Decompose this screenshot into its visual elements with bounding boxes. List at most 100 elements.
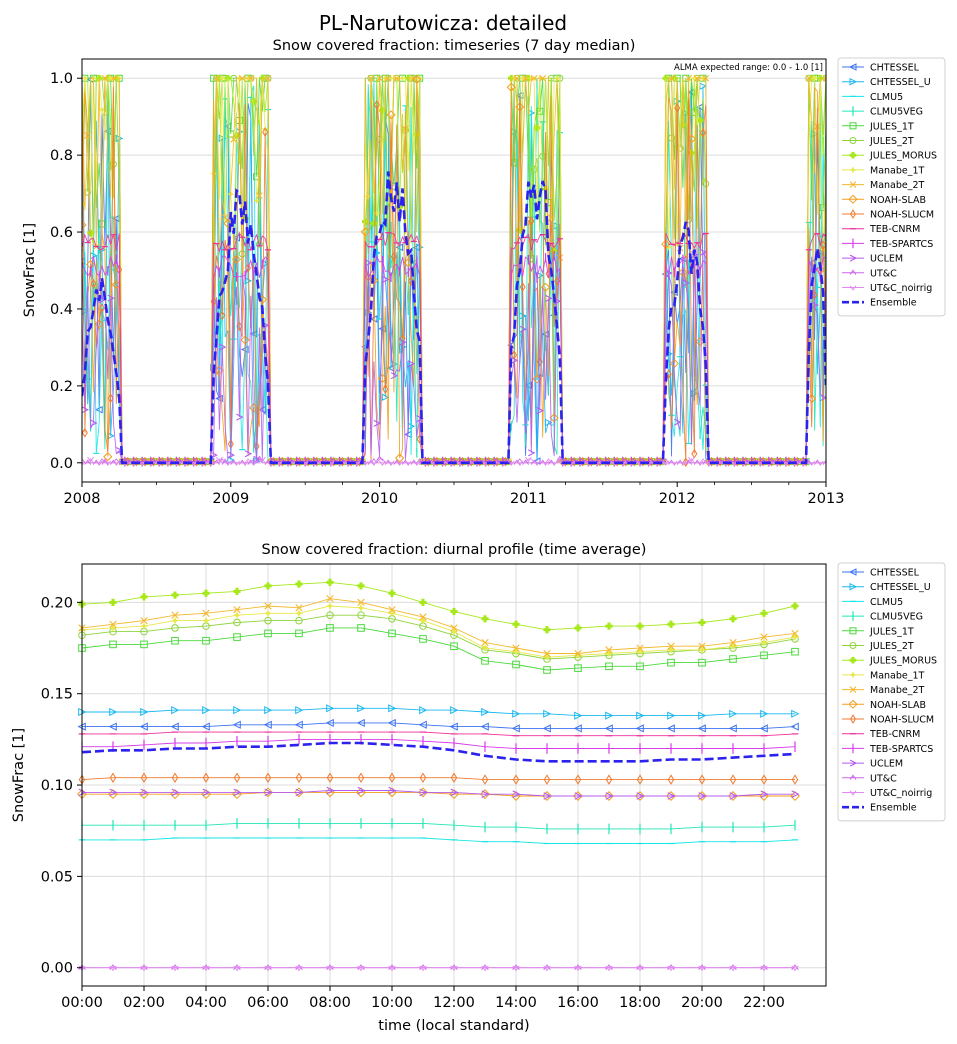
data-point <box>82 406 90 414</box>
data-point <box>140 593 148 601</box>
data-point <box>636 622 644 630</box>
data-point <box>264 965 272 972</box>
data-point <box>729 642 737 651</box>
data-point <box>412 74 422 85</box>
data-point <box>294 720 303 729</box>
data-point <box>238 74 246 82</box>
timeseries-legend: CHTESSEL CHTESSEL_U CLMU5 CLMU5VEG JULES_1T J… <box>837 57 946 317</box>
data-point <box>698 645 706 654</box>
data-point <box>364 308 373 317</box>
data-point <box>419 788 428 797</box>
data-point <box>98 106 106 114</box>
data-point <box>171 624 179 632</box>
data-point <box>698 711 707 720</box>
data-point <box>218 74 226 82</box>
data-point <box>232 720 241 729</box>
data-point <box>666 724 675 733</box>
data-point <box>264 629 272 638</box>
data-point <box>760 633 768 641</box>
data-point <box>698 774 706 785</box>
legend-item-clmu5: CLMU5 <box>842 92 903 103</box>
data-point <box>264 74 272 82</box>
legend-label: CLMU5VEG <box>870 107 923 118</box>
legend-marker <box>849 671 857 679</box>
legend-label: Manabe_2T <box>870 685 925 696</box>
data-point <box>326 964 334 971</box>
series-line-uclem <box>82 790 795 797</box>
data-point <box>202 589 210 597</box>
data-point <box>791 964 799 971</box>
diurnal-title: Snow covered fraction: diurnal profile (… <box>262 542 647 558</box>
data-point <box>605 792 614 800</box>
data-point <box>295 604 303 612</box>
data-point <box>662 460 670 467</box>
legend-item-ensemble: Ensemble <box>842 298 917 309</box>
data-point <box>393 74 401 82</box>
data-point <box>419 964 427 971</box>
data-point <box>382 275 390 283</box>
x-tick-label: 02:00 <box>123 995 165 1011</box>
data-point <box>395 453 405 463</box>
data-point <box>690 389 699 398</box>
data-point <box>263 720 272 729</box>
data-point <box>516 460 524 467</box>
data-point <box>233 965 241 972</box>
data-point <box>379 107 386 114</box>
data-point <box>370 220 378 227</box>
data-point <box>357 603 365 612</box>
diurnal-legend: CHTESSEL CHTESSEL_U CLMU5 CLMU5VEG JULES_1T J… <box>837 562 946 822</box>
series-line-ensemble <box>82 171 826 465</box>
data-point <box>636 965 644 972</box>
data-point <box>326 772 334 783</box>
data-point <box>326 578 334 586</box>
data-point <box>326 624 334 632</box>
legend-label: TEB-SPARTCS <box>869 744 933 755</box>
legend-item-teb-cnrm: TEB-CNRM <box>842 224 920 235</box>
data-point <box>556 455 564 462</box>
data-point <box>528 216 535 226</box>
data-point <box>819 394 826 402</box>
data-point <box>213 74 220 82</box>
data-point <box>542 460 549 467</box>
data-point <box>543 964 551 971</box>
data-point <box>419 965 427 972</box>
data-point <box>543 653 551 662</box>
data-point <box>202 965 210 972</box>
legend-label: Manabe_2T <box>870 180 925 191</box>
data-point <box>376 455 384 462</box>
data-point <box>542 791 552 802</box>
data-point <box>791 647 799 656</box>
data-point <box>549 413 559 423</box>
data-point <box>481 657 489 665</box>
data-point <box>104 460 112 467</box>
data-point <box>360 227 370 237</box>
data-point <box>357 704 366 713</box>
legend-label: Ensemble <box>870 298 917 309</box>
data-point <box>386 110 396 120</box>
data-point <box>202 706 211 715</box>
legend-item-manabe-2t: Manabe_2T <box>842 685 925 696</box>
data-point <box>357 624 365 632</box>
legend-label: UCLEM <box>870 254 903 265</box>
legend-item-jules-morus: JULES_MORUS <box>842 151 937 162</box>
legend-item-uclem: UCLEM <box>842 254 903 265</box>
data-point <box>219 310 226 321</box>
x-tick-label: 06:00 <box>247 995 289 1011</box>
legend-item-jules-morus: JULES_MORUS <box>842 656 937 667</box>
data-point <box>450 706 459 715</box>
data-point <box>693 74 701 82</box>
legend-marker <box>848 63 857 71</box>
data-point <box>170 722 179 731</box>
series-uclem <box>78 786 800 800</box>
data-point <box>682 109 690 118</box>
legend-label: CLMU5 <box>870 597 903 608</box>
legend-item-chtessel: CHTESSEL <box>842 568 920 579</box>
data-point <box>685 74 693 82</box>
data-point <box>573 791 583 802</box>
data-point <box>90 419 98 427</box>
data-point <box>256 192 263 199</box>
data-point <box>236 413 244 421</box>
data-point <box>542 724 551 733</box>
legend-marker <box>849 166 857 174</box>
data-point <box>698 618 706 627</box>
